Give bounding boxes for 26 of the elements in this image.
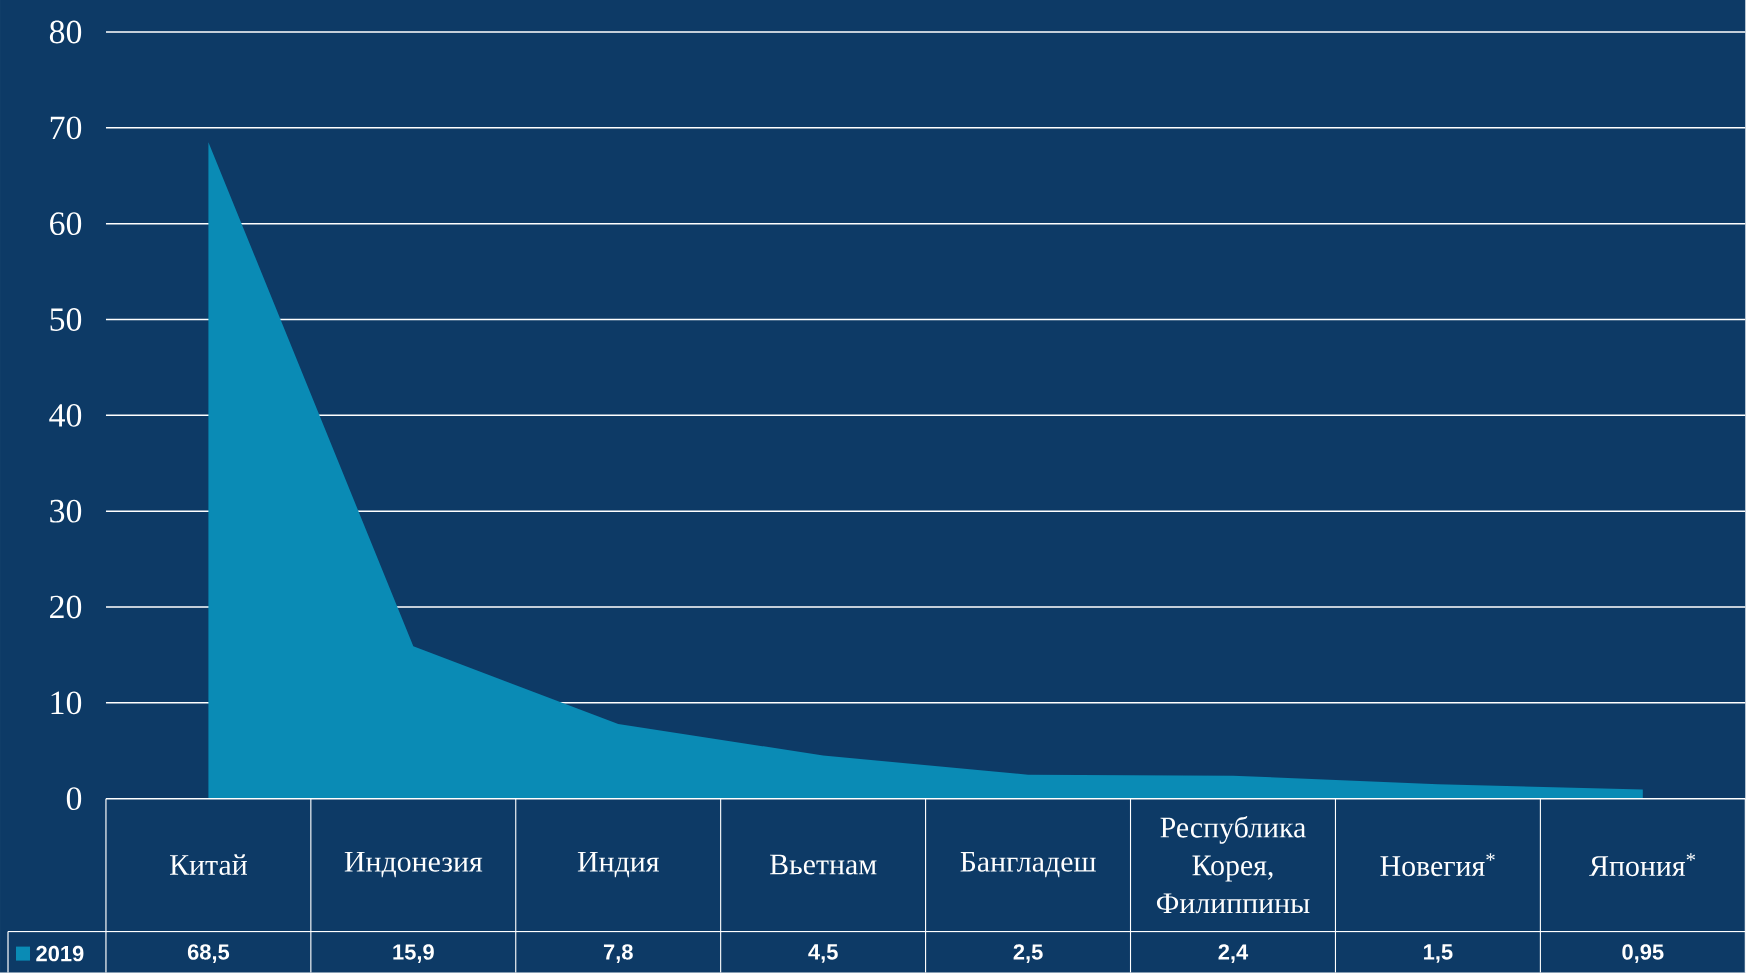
text: 7,8 [603, 944, 633, 963]
legend-label: 2019 [36, 945, 84, 962]
y-tick-label: 60 [50, 212, 82, 235]
x-tick-label: Вьетнам [770, 854, 877, 875]
x-tick-label: Индия [577, 851, 659, 878]
y-tick-label: 40 [49, 403, 82, 427]
text: 68,5 [187, 944, 230, 963]
text: 1,5 [1424, 944, 1453, 963]
y-tick-label: 70 [50, 116, 82, 140]
text: 4,5 [808, 944, 838, 963]
y-tick-label: 80 [49, 20, 82, 44]
x-tick-label: Новегия$^{*}$ [1380, 853, 1495, 877]
y-tick-label: 50 [50, 307, 82, 331]
x-tick-label: Республика Корея, Филиппины [1156, 815, 1310, 914]
y-tick-label: 30 [50, 499, 82, 523]
text: 2,5 [1013, 944, 1043, 963]
x-tick-label: Китай [169, 854, 248, 875]
x-tick-label: Бангладеш [960, 851, 1096, 878]
text: 2,4 [1218, 944, 1249, 963]
y-tick-label: 10 [51, 691, 82, 715]
x-tick-label: Япония$^{*}$ [1589, 853, 1696, 877]
text: 15,9 [393, 944, 434, 963]
x-tick-label: Индонезия [344, 851, 483, 878]
text: 0,95 [1622, 944, 1664, 963]
y-tick-label: 20 [50, 595, 82, 619]
y-tick-label: 0 [66, 787, 82, 810]
